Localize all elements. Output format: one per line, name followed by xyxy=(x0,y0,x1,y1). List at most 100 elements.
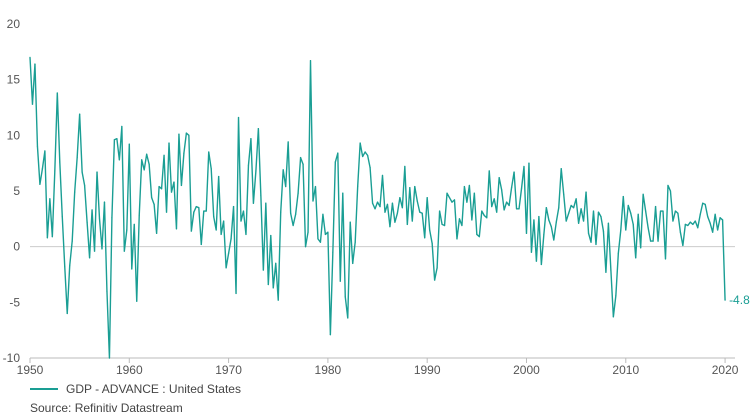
data-point xyxy=(565,220,567,222)
data-point xyxy=(607,222,609,224)
data-point xyxy=(322,213,324,215)
data-point xyxy=(327,231,329,233)
data-point xyxy=(165,211,168,213)
data-point xyxy=(44,150,46,152)
data-point xyxy=(662,210,664,212)
data-point xyxy=(506,201,508,203)
data-point xyxy=(141,159,143,161)
y-tick-label: 20 xyxy=(7,17,21,31)
data-point xyxy=(404,165,406,168)
legend: GDP - ADVANCE : United States xyxy=(30,382,241,396)
data-point xyxy=(659,210,662,212)
data-point xyxy=(143,169,145,171)
legend-swatch xyxy=(30,388,58,390)
data-point xyxy=(267,283,269,286)
data-point xyxy=(560,168,562,170)
data-point xyxy=(721,219,724,221)
y-tick-label: 0 xyxy=(13,240,20,254)
data-point xyxy=(493,198,495,200)
data-point xyxy=(677,212,679,214)
data-point xyxy=(103,201,106,203)
data-point xyxy=(257,128,259,130)
data-point xyxy=(602,230,605,232)
data-point xyxy=(590,241,592,243)
data-point xyxy=(185,132,187,134)
data-point xyxy=(61,216,63,218)
data-point xyxy=(133,223,135,225)
data-point xyxy=(488,170,490,172)
data-point xyxy=(386,203,389,205)
data-point xyxy=(138,214,140,217)
data-point xyxy=(126,229,128,231)
data-point xyxy=(79,113,81,115)
data-point xyxy=(379,205,381,208)
data-point xyxy=(260,194,262,197)
data-point xyxy=(558,207,560,209)
data-point xyxy=(645,210,647,212)
data-point xyxy=(270,234,272,237)
data-point xyxy=(69,264,71,267)
data-point xyxy=(36,145,39,148)
data-point xyxy=(595,243,597,246)
data-point xyxy=(652,240,654,242)
data-point xyxy=(265,202,267,204)
data-point xyxy=(218,175,220,178)
data-point xyxy=(354,241,356,243)
data-point xyxy=(108,357,111,359)
data-point xyxy=(297,192,299,194)
data-point xyxy=(712,231,714,233)
data-point xyxy=(369,167,371,169)
data-point xyxy=(585,191,587,193)
data-point xyxy=(399,197,401,199)
data-point xyxy=(411,220,413,222)
data-point xyxy=(76,157,78,159)
data-point xyxy=(41,168,44,170)
data-point xyxy=(434,279,436,281)
data-point xyxy=(501,189,503,191)
data-point xyxy=(193,211,195,213)
x-tick-label: 2020 xyxy=(712,363,739,377)
data-point xyxy=(416,200,418,202)
data-point xyxy=(46,237,48,239)
data-point xyxy=(694,220,696,222)
data-point xyxy=(724,299,726,301)
data-point xyxy=(319,241,322,243)
data-point xyxy=(518,208,520,210)
data-point xyxy=(436,267,438,269)
data-point xyxy=(414,185,416,188)
data-point xyxy=(324,233,327,236)
data-point xyxy=(463,185,466,188)
data-point xyxy=(183,152,185,154)
data-point xyxy=(429,229,431,231)
data-point xyxy=(74,191,76,193)
data-point xyxy=(235,292,237,295)
data-point xyxy=(203,210,205,212)
data-point xyxy=(600,216,602,218)
data-point xyxy=(175,228,178,230)
data-point xyxy=(367,154,369,156)
data-point xyxy=(352,262,354,264)
data-point xyxy=(640,247,642,249)
data-point xyxy=(667,184,669,187)
data-point xyxy=(409,187,411,189)
data-point xyxy=(508,204,510,207)
data-point xyxy=(573,207,575,209)
data-point xyxy=(106,290,108,292)
data-point xyxy=(285,185,287,188)
data-point xyxy=(170,191,173,193)
data-point xyxy=(689,221,691,223)
data-point xyxy=(136,300,138,302)
data-point xyxy=(597,211,600,213)
data-point xyxy=(232,205,235,208)
data-point xyxy=(242,210,245,212)
data-point xyxy=(615,295,617,297)
data-point xyxy=(146,153,148,155)
data-point xyxy=(401,207,403,209)
data-point xyxy=(642,193,644,195)
data-point xyxy=(704,203,706,205)
data-point xyxy=(362,155,364,158)
data-point xyxy=(523,165,525,168)
data-point xyxy=(128,143,130,145)
